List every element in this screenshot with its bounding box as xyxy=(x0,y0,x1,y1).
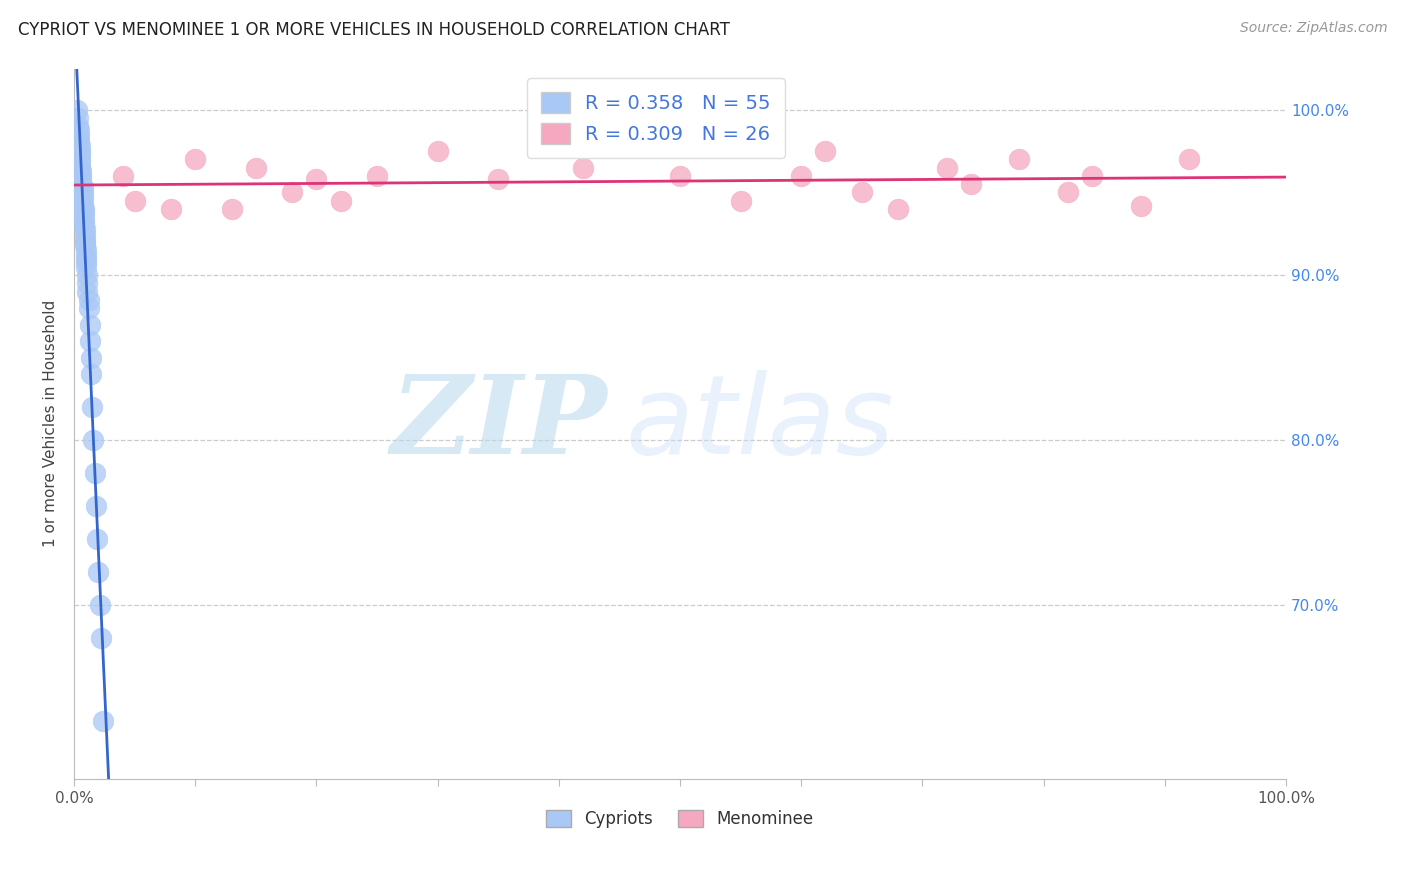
Point xyxy=(73,221,96,235)
Point xyxy=(75,252,97,266)
Point xyxy=(69,139,91,153)
Legend: Cypriots, Menominee: Cypriots, Menominee xyxy=(540,803,821,835)
Point xyxy=(887,202,910,216)
Point xyxy=(1129,199,1152,213)
Point xyxy=(1008,153,1031,167)
Point xyxy=(366,169,388,183)
Point xyxy=(111,169,134,183)
Point xyxy=(69,161,91,175)
Point xyxy=(486,172,509,186)
Point xyxy=(124,194,146,208)
Point xyxy=(851,186,873,200)
Point xyxy=(76,277,98,291)
Point xyxy=(84,500,107,514)
Point xyxy=(77,293,100,307)
Point xyxy=(73,235,96,249)
Point xyxy=(73,232,96,246)
Point xyxy=(72,186,94,200)
Point xyxy=(67,128,90,142)
Point xyxy=(281,186,304,200)
Point xyxy=(87,566,110,580)
Point xyxy=(66,120,89,134)
Point xyxy=(73,205,96,219)
Y-axis label: 1 or more Vehicles in Household: 1 or more Vehicles in Household xyxy=(44,300,58,548)
Point xyxy=(73,219,96,233)
Point xyxy=(72,180,94,194)
Point xyxy=(1178,153,1201,167)
Point xyxy=(83,467,105,481)
Point xyxy=(73,202,96,216)
Point xyxy=(73,227,96,241)
Text: CYPRIOT VS MENOMINEE 1 OR MORE VEHICLES IN HOUSEHOLD CORRELATION CHART: CYPRIOT VS MENOMINEE 1 OR MORE VEHICLES … xyxy=(18,21,730,38)
Point xyxy=(80,367,103,381)
Point xyxy=(75,255,97,269)
Point xyxy=(80,351,103,365)
Point xyxy=(1081,169,1104,183)
Point xyxy=(790,169,813,183)
Point xyxy=(1056,186,1078,200)
Point xyxy=(67,136,90,150)
Point xyxy=(69,147,91,161)
Point xyxy=(67,122,90,136)
Point xyxy=(72,194,94,208)
Point xyxy=(73,211,96,225)
Point xyxy=(90,632,112,646)
Text: atlas: atlas xyxy=(626,370,894,477)
Point xyxy=(221,202,243,216)
Point xyxy=(70,172,93,186)
Point xyxy=(91,714,114,728)
Point xyxy=(669,169,692,183)
Point xyxy=(69,155,91,169)
Point xyxy=(184,153,207,167)
Point xyxy=(245,161,267,175)
Point xyxy=(70,164,93,178)
Point xyxy=(77,301,100,315)
Point xyxy=(75,244,97,258)
Point xyxy=(72,199,94,213)
Point xyxy=(960,177,983,191)
Point xyxy=(426,144,449,158)
Point xyxy=(935,161,957,175)
Point xyxy=(76,285,98,299)
Point xyxy=(66,111,89,125)
Point xyxy=(82,434,104,448)
Point xyxy=(73,238,96,252)
Point xyxy=(73,215,96,229)
Point xyxy=(730,194,752,208)
Point xyxy=(89,599,111,613)
Point xyxy=(75,248,97,262)
Point xyxy=(305,172,328,186)
Text: ZIP: ZIP xyxy=(391,370,607,477)
Point xyxy=(76,268,98,282)
Point xyxy=(72,188,94,202)
Point xyxy=(82,400,104,414)
Point xyxy=(69,153,91,167)
Point xyxy=(86,533,108,547)
Text: Source: ZipAtlas.com: Source: ZipAtlas.com xyxy=(1240,21,1388,35)
Point xyxy=(69,144,91,158)
Point xyxy=(814,144,837,158)
Point xyxy=(160,202,183,216)
Point xyxy=(67,132,90,146)
Point xyxy=(79,334,101,348)
Point xyxy=(70,169,93,183)
Point xyxy=(75,260,97,274)
Point xyxy=(79,318,101,332)
Point xyxy=(70,177,93,191)
Point xyxy=(329,194,352,208)
Point xyxy=(572,161,595,175)
Point xyxy=(65,103,87,117)
